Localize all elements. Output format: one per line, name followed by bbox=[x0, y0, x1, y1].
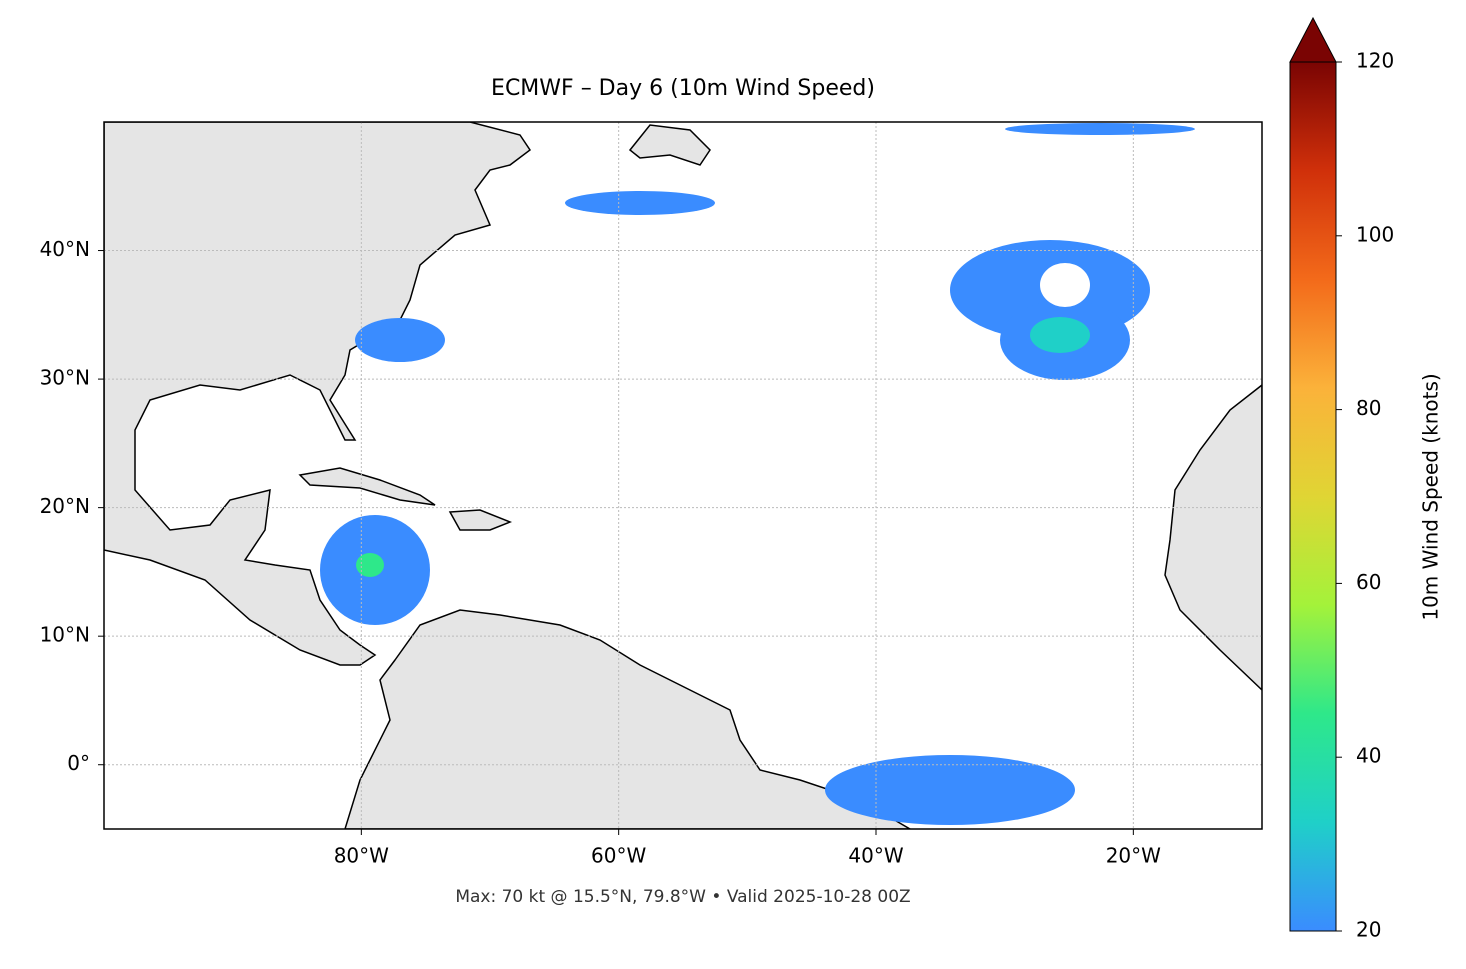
north-america bbox=[104, 122, 532, 666]
y-tick-label: 0° bbox=[67, 751, 90, 775]
wind-field bbox=[320, 123, 1195, 825]
map-area bbox=[104, 122, 1262, 829]
x-tick-label: 80°W bbox=[334, 844, 389, 868]
colorbar-tick-label: 100 bbox=[1356, 222, 1394, 246]
colorbar bbox=[1289, 61, 1337, 932]
map-title: ECMWF – Day 6 (10m Wind Speed) bbox=[491, 76, 875, 101]
x-tick-label: 40°W bbox=[848, 844, 903, 868]
colorbar-tick-label: 120 bbox=[1356, 49, 1394, 73]
cuba bbox=[298, 467, 436, 506]
colorbar-tick-label: 60 bbox=[1356, 570, 1381, 594]
africa bbox=[1164, 384, 1262, 692]
y-tick-label: 30°N bbox=[40, 366, 90, 390]
y-tick-label: 20°N bbox=[40, 494, 90, 518]
y-tick-label: 40°N bbox=[40, 237, 90, 261]
colorbar-extend bbox=[1289, 16, 1337, 63]
x-tick-label: 60°W bbox=[591, 844, 646, 868]
colorbar-tick-label: 20 bbox=[1356, 918, 1381, 942]
x-tick-label: 20°W bbox=[1106, 844, 1161, 868]
footer-note: Max: 70 kt @ 15.5°N, 79.8°W • Valid 2025… bbox=[455, 887, 910, 907]
newfoundland bbox=[628, 124, 711, 166]
hispaniola bbox=[448, 509, 513, 531]
south-america bbox=[344, 609, 912, 829]
colorbar-tick-label: 40 bbox=[1356, 744, 1381, 768]
y-tick-label: 10°N bbox=[40, 623, 90, 647]
colorbar-label: 10m Wind Speed (knots) bbox=[1419, 373, 1443, 620]
map-frame bbox=[103, 121, 1263, 830]
colorbar-tick-label: 80 bbox=[1356, 396, 1381, 420]
